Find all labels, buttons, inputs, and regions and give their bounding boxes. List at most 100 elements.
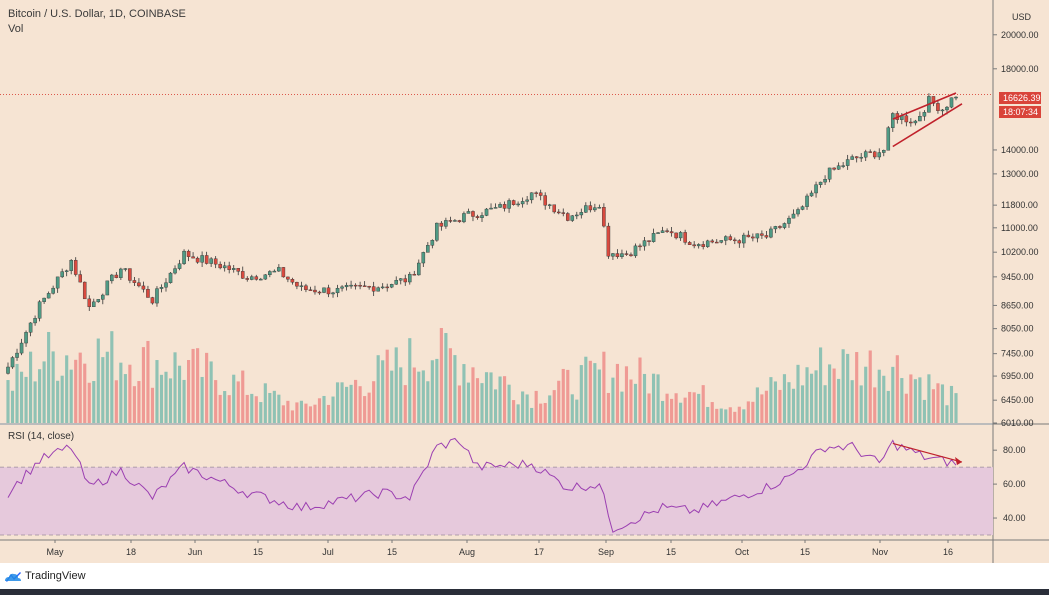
volume-bar [475, 378, 480, 423]
volume-bar [214, 380, 218, 423]
volume-bar [317, 398, 322, 423]
volume-bar [642, 373, 647, 423]
volume-bar [710, 402, 714, 423]
volume-bar [430, 360, 434, 423]
candle-body [326, 287, 331, 295]
candle-body [854, 156, 859, 159]
volume-bar [367, 392, 371, 423]
volume-bar [498, 376, 502, 423]
candle-body [850, 156, 854, 160]
volume-bar [877, 369, 881, 423]
volume-bar [385, 349, 389, 423]
volume-bar [679, 402, 683, 423]
candle-body [286, 276, 290, 280]
volume-bar [439, 328, 443, 423]
price-axis-label: 13000.00 [1001, 169, 1039, 179]
volume-bar [304, 403, 308, 423]
volume-bar [33, 381, 37, 423]
tradingview-logo[interactable]: TradingView [4, 570, 86, 582]
volume-bar [715, 408, 719, 423]
candle-body [439, 222, 444, 227]
volume-bar [128, 364, 132, 423]
volume-bar [281, 405, 285, 423]
volume-bar [561, 368, 565, 423]
volume-bar [566, 369, 570, 423]
volume-bar [543, 402, 547, 423]
candle-body [64, 270, 69, 272]
candle-body [498, 204, 502, 208]
candle-body [222, 265, 227, 269]
candle-body [687, 242, 692, 245]
candle-body [516, 203, 520, 206]
candle-body [376, 287, 380, 292]
volume-bar [918, 377, 922, 423]
volume-bar [448, 348, 452, 423]
volume-bar [593, 363, 597, 423]
volume-bar [471, 367, 475, 423]
candle-body [841, 165, 845, 167]
volume-bar [633, 383, 638, 423]
candle-body [678, 232, 683, 239]
candle-body [593, 207, 597, 211]
candle-body [511, 200, 516, 205]
volume-bar [570, 394, 574, 423]
price-axis-label: 10200.00 [1001, 247, 1039, 257]
volume-bar [764, 390, 768, 423]
candle-body [385, 286, 389, 289]
volume-bar [782, 374, 787, 423]
candle-body [236, 268, 241, 272]
candle-body [308, 289, 313, 291]
candle-body [407, 273, 412, 283]
volume-bar [38, 369, 42, 423]
volume-bar [182, 379, 186, 423]
volume-bar [209, 361, 213, 423]
volume-bar [444, 333, 448, 423]
volume-bar [412, 367, 416, 423]
volume-bar [597, 369, 601, 423]
volume-bar [390, 370, 394, 423]
candle-body [525, 199, 529, 202]
candle-body [620, 253, 624, 258]
candle-body [231, 268, 236, 270]
volume-bar [480, 383, 484, 423]
candle-body [534, 192, 538, 194]
volume-bar [525, 394, 529, 423]
volume-bar [466, 382, 471, 423]
volume-bar [737, 406, 741, 423]
wedge-upper-line [892, 92, 957, 120]
candle-body [782, 223, 787, 228]
volume-bar [742, 409, 746, 423]
time-axis-label: Oct [735, 547, 750, 557]
volume-bar [259, 402, 263, 423]
candle-body [832, 167, 836, 170]
time-axis-label: 15 [800, 547, 810, 557]
wedge-lower-line [892, 103, 963, 148]
volume-bar [701, 385, 705, 423]
volume-bar [164, 371, 168, 423]
time-axis-label: 15 [387, 547, 397, 557]
candle-body [538, 192, 543, 196]
candle-body [277, 267, 281, 272]
volume-bar [521, 391, 525, 423]
volume-bar [141, 347, 146, 423]
volume-bar [507, 384, 511, 423]
volume-bar [719, 408, 723, 423]
candle-body [101, 294, 105, 300]
volume-bar [728, 407, 732, 423]
candle-body [358, 285, 362, 287]
volume-bar [660, 400, 665, 423]
volume-bar [647, 393, 651, 423]
volume-bar [200, 376, 204, 423]
volume-bar [19, 371, 24, 423]
volume-bar [87, 382, 91, 423]
volume-bar [823, 385, 827, 423]
candle-body [137, 282, 141, 287]
volume-bar [936, 383, 940, 423]
volume-bar [28, 351, 33, 423]
candle-body [493, 207, 498, 209]
volume-bar [51, 351, 55, 423]
candle-body [868, 151, 873, 153]
candle-body [728, 236, 733, 241]
